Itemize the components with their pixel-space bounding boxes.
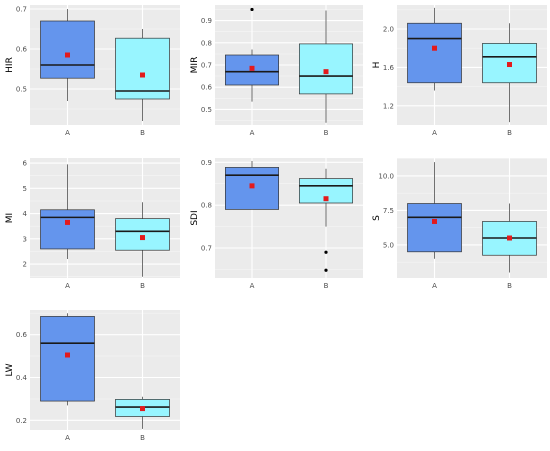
x-tick-label: B <box>140 129 145 137</box>
panel-mi: 2 3 4 5 6 A B MI <box>5 158 180 290</box>
x-tick-label: A <box>250 129 255 137</box>
y-tick-label: 0.8 <box>201 202 212 210</box>
mean-marker <box>65 219 70 225</box>
panel-s: 5.0 7.5 10.0 A B S <box>372 158 547 290</box>
y-tick-label: 0.7 <box>16 6 27 14</box>
panel-sdi: 0.7 0.8 0.9 A B SDI <box>190 158 363 290</box>
y-axis-label: H <box>372 62 382 69</box>
y-tick-label: 7.5 <box>383 207 394 215</box>
x-tick-label: B <box>140 434 145 442</box>
mean-marker <box>507 62 512 68</box>
y-axis-label: MI <box>5 213 15 223</box>
y-tick-label: 6 <box>23 160 28 168</box>
box-b <box>115 29 170 121</box>
iqr-box <box>407 203 462 253</box>
y-tick-label: 2 <box>23 261 27 269</box>
y-tick-label: 0.5 <box>201 106 212 114</box>
outlier-point <box>324 268 328 272</box>
x-tick-label: A <box>65 434 70 442</box>
box-b <box>482 23 537 123</box>
y-tick-label: 1.2 <box>383 102 394 110</box>
iqr-box <box>115 37 170 100</box>
box-a <box>407 7 462 91</box>
x-tick-label: A <box>432 129 437 137</box>
box-a <box>40 313 95 406</box>
y-tick-label: 0.6 <box>201 84 213 92</box>
y-axis-label: SDI <box>190 210 200 225</box>
iqr-box <box>115 218 170 251</box>
panel-hir: 0.5 0.6 0.7 A B HIR <box>5 5 180 137</box>
y-tick-label: 0.8 <box>201 39 212 47</box>
panel-mir: 0.5 0.6 0.7 0.8 0.9 A B MIR <box>190 5 363 137</box>
y-tick-label: 10.0 <box>378 172 394 180</box>
x-tick-label: A <box>250 282 255 290</box>
y-axis-label: HIR <box>5 57 15 73</box>
y-axis-label: S <box>372 215 382 221</box>
box-a <box>407 162 462 259</box>
box-b <box>115 396 170 429</box>
iqr-box <box>299 43 353 95</box>
outlier-point <box>324 250 328 254</box>
x-tick-label: A <box>65 129 70 137</box>
mean-marker <box>249 65 255 71</box>
box-a <box>40 164 95 260</box>
mean-marker <box>432 218 437 224</box>
mean-marker <box>507 235 512 241</box>
y-tick-label: 1.6 <box>383 64 395 72</box>
mean-marker <box>432 45 437 51</box>
box-a <box>225 161 279 210</box>
iqr-box <box>40 209 95 250</box>
y-tick-label: 3 <box>23 235 27 243</box>
iqr-box <box>225 167 279 210</box>
box-b <box>482 203 537 273</box>
iqr-box <box>40 316 95 402</box>
y-tick-label: 0.9 <box>201 159 212 167</box>
y-tick-label: 2.0 <box>383 26 394 34</box>
mean-marker <box>249 183 255 189</box>
y-tick-label: 5.0 <box>383 241 394 249</box>
mean-marker <box>140 235 145 241</box>
box-a <box>225 7 279 102</box>
box-b <box>299 10 353 123</box>
mean-marker <box>323 69 329 75</box>
mean-marker <box>140 406 145 412</box>
box-a <box>40 9 95 101</box>
x-tick-label: B <box>507 129 512 137</box>
x-tick-label: B <box>324 282 329 290</box>
mean-marker <box>65 352 70 358</box>
y-tick-label: 0.2 <box>16 417 27 425</box>
iqr-box <box>407 22 462 84</box>
y-axis-label: MIR <box>190 57 200 74</box>
panel-h: 1.2 1.6 2.0 A B H <box>372 5 547 137</box>
y-tick-label: 4 <box>23 210 28 218</box>
outlier-point <box>250 7 254 12</box>
box-b <box>115 202 170 277</box>
box-b <box>299 168 353 272</box>
mean-marker <box>65 52 70 58</box>
y-tick-label: 0.9 <box>201 17 212 25</box>
iqr-box <box>40 20 95 79</box>
y-tick-label: 5 <box>23 185 27 193</box>
y-tick-label: 0.5 <box>16 86 27 94</box>
x-tick-label: A <box>432 282 437 290</box>
y-tick-label: 0.7 <box>201 245 212 253</box>
mean-marker <box>323 196 329 202</box>
y-tick-label: 0.6 <box>16 331 28 339</box>
y-tick-label: 0.4 <box>16 374 28 382</box>
y-axis-label: LW <box>5 363 15 376</box>
x-tick-label: B <box>324 129 329 137</box>
x-tick-label: A <box>65 282 70 290</box>
y-tick-label: 0.7 <box>201 62 212 70</box>
x-tick-label: B <box>140 282 145 290</box>
y-tick-label: 0.6 <box>16 46 28 54</box>
x-tick-label: B <box>507 282 512 290</box>
panel-lw: 0.2 0.4 0.6 A B LW <box>5 310 180 442</box>
mean-marker <box>140 72 145 78</box>
